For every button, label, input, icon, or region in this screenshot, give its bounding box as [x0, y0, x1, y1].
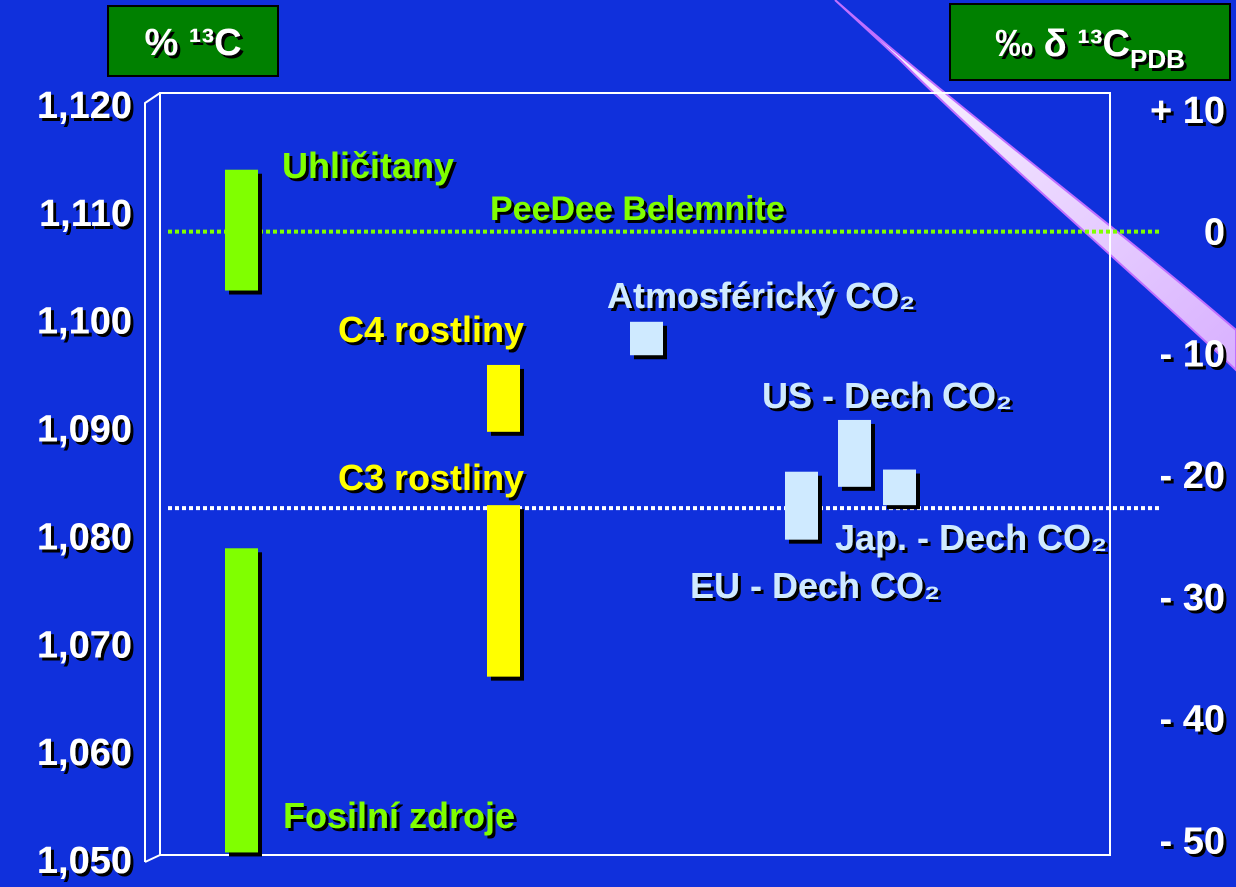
- y-tick-label: 1,060: [37, 732, 132, 774]
- y2-axis-title: ‰ δ ¹³CPDB: [995, 23, 1185, 74]
- y-tick-label: 1,090: [37, 409, 132, 451]
- bar-label: Uhličitany: [282, 145, 454, 186]
- bar: [883, 469, 916, 506]
- bar: [487, 505, 520, 677]
- y2-axis-title-main: ‰ δ ¹³C: [995, 23, 1130, 65]
- y-tick-label: 1,110: [39, 193, 132, 235]
- y2-axis-title-sub: PDB: [1130, 44, 1185, 74]
- bar: [225, 548, 258, 853]
- bar-label: EU - Dech CO₂: [690, 565, 940, 606]
- bar-label: Jap. - Dech CO₂: [835, 517, 1107, 558]
- frame: [159, 92, 1111, 856]
- bar: [838, 419, 871, 487]
- y2-tick-label: - 30: [1160, 577, 1225, 619]
- bar-label: US - Dech CO₂: [762, 375, 1012, 416]
- y-axis-title: % ¹³C: [144, 22, 241, 64]
- y2-tick-label: - 50: [1160, 821, 1225, 863]
- y-tick-label: 1,080: [37, 516, 132, 558]
- y2-tick-label: - 40: [1160, 699, 1225, 741]
- y2-axis-title-box: [949, 3, 1231, 81]
- y-tick-label: 1,070: [37, 624, 132, 666]
- frame-side: [144, 92, 161, 862]
- reference-label: PeeDee Belemnite: [490, 190, 785, 228]
- y2-tick-label: - 10: [1160, 333, 1225, 375]
- bar: [487, 364, 520, 432]
- y-tick-label: 1,100: [37, 301, 132, 343]
- y2-tick-label: + 10: [1150, 90, 1225, 132]
- bar-label: Atmosférický CO₂: [607, 275, 915, 316]
- y2-tick-label: - 20: [1160, 455, 1225, 497]
- y-tick-label: 1,050: [37, 840, 132, 882]
- y-tick-label: 1,120: [37, 85, 132, 127]
- bar: [785, 471, 818, 540]
- bar: [630, 321, 663, 356]
- bar-label: Fosilní zdroje: [283, 795, 515, 836]
- y-axis-title-box: [107, 5, 279, 77]
- y2-tick-label: 0: [1204, 212, 1225, 254]
- bar-label: C3 rostliny: [338, 457, 524, 498]
- bar: [225, 169, 258, 291]
- frame-side: [144, 854, 161, 863]
- bar-label: C4 rostliny: [338, 309, 524, 350]
